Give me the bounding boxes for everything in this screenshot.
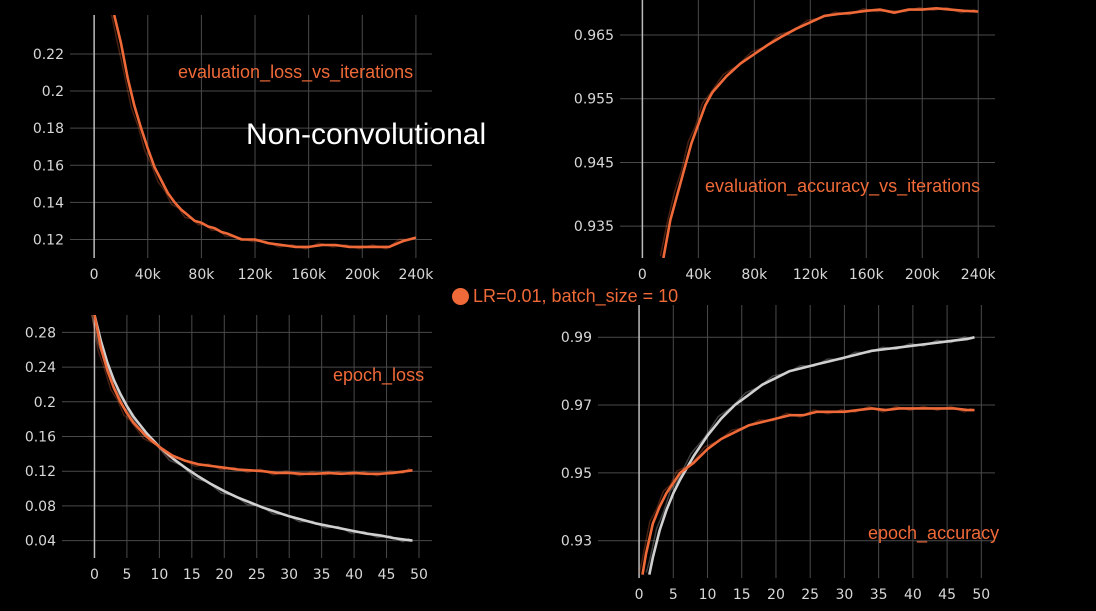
y-tick-label: 0.935 bbox=[574, 219, 614, 235]
x-tick-label: 10 bbox=[150, 567, 168, 583]
y-tick-label: 0.93 bbox=[561, 534, 592, 550]
y-tick-label: 0.24 bbox=[25, 360, 56, 376]
x-tick-label: 80k bbox=[741, 267, 768, 283]
x-tick-label: 40k bbox=[685, 267, 712, 283]
x-tick-label: 0 bbox=[638, 267, 647, 283]
chart-epoch_loss: 0 5 10 15 20 25 30 35 40 45 50 0.04 0.08 0.12 0.16 0.2 0… bbox=[25, 315, 432, 583]
x-tick-label: 35 bbox=[870, 587, 888, 603]
chart-eval_loss: 0 40k 80k 120k 160k 200k 240k 0.12 0.14 0.16 0.18 0… bbox=[33, 15, 434, 283]
series-orange-line bbox=[112, 15, 417, 249]
y-tick-label: 0.16 bbox=[25, 430, 56, 446]
chart-epoch_acc: 0 5 10 15 20 25 30 35 40 45 50 0.93 0.95 0.97 0.99 epoc… bbox=[561, 305, 999, 603]
y-tick-label: 0.16 bbox=[33, 158, 64, 174]
y-tick-label: 0.28 bbox=[25, 325, 56, 341]
series-orange-line bbox=[93, 315, 413, 476]
x-tick-label: 0 bbox=[90, 567, 99, 583]
x-tick-label: 240k bbox=[398, 267, 434, 283]
x-tick-label: 50 bbox=[410, 567, 428, 583]
x-tick-label: 45 bbox=[378, 567, 396, 583]
x-tick-label: 15 bbox=[183, 567, 201, 583]
x-tick-label: 0 bbox=[90, 267, 99, 283]
x-tick-label: 0 bbox=[635, 587, 644, 603]
y-tick-label: 0.08 bbox=[25, 499, 56, 515]
y-tick-label: 0.955 bbox=[574, 92, 614, 108]
y-tick-label: 0.12 bbox=[25, 464, 56, 480]
chart-title: evaluation_accuracy_vs_iterations bbox=[705, 176, 980, 197]
y-tick-label: 0.965 bbox=[574, 28, 614, 44]
y-tick-label: 0.2 bbox=[42, 84, 64, 100]
x-tick-label: 200k bbox=[345, 267, 381, 283]
legend: LR=0.01, batch_size = 10 bbox=[452, 286, 678, 307]
series-gray-line bbox=[648, 335, 975, 575]
x-tick-label: 200k bbox=[905, 267, 941, 283]
legend-dot-icon bbox=[452, 288, 469, 305]
series-orange-raw-line bbox=[659, 6, 976, 257]
y-tick-label: 0.95 bbox=[561, 466, 592, 482]
x-tick-label: 5 bbox=[669, 587, 678, 603]
x-tick-label: 40k bbox=[135, 267, 162, 283]
x-tick-label: 50 bbox=[972, 587, 990, 603]
x-tick-label: 120k bbox=[793, 267, 829, 283]
legend-label: LR=0.01, batch_size = 10 bbox=[473, 286, 679, 306]
series-orange-line bbox=[662, 7, 979, 258]
y-tick-label: 0.945 bbox=[574, 155, 614, 171]
x-tick-label: 160k bbox=[849, 267, 885, 283]
y-tick-label: 0.97 bbox=[561, 398, 592, 414]
y-tick-label: 0.99 bbox=[561, 330, 592, 346]
x-tick-label: 240k bbox=[961, 267, 997, 283]
series-gray-line bbox=[93, 315, 413, 542]
x-tick-label: 45 bbox=[938, 587, 956, 603]
y-tick-label: 0.22 bbox=[33, 47, 64, 63]
y-tick-label: 0.2 bbox=[34, 395, 56, 411]
chart-title: evaluation_loss_vs_iterations bbox=[178, 62, 413, 83]
x-tick-label: 40 bbox=[345, 567, 363, 583]
chart-title: epoch_loss bbox=[333, 365, 424, 386]
y-tick-label: 0.14 bbox=[33, 195, 64, 211]
x-tick-label: 25 bbox=[801, 587, 819, 603]
y-tick-label: 0.18 bbox=[33, 121, 64, 137]
x-tick-label: 5 bbox=[122, 567, 131, 583]
x-tick-label: 30 bbox=[280, 567, 298, 583]
x-tick-label: 10 bbox=[699, 587, 717, 603]
x-tick-label: 20 bbox=[215, 567, 233, 583]
series-orange-raw-line bbox=[91, 315, 410, 477]
x-tick-label: 20 bbox=[767, 587, 785, 603]
x-tick-label: 25 bbox=[248, 567, 266, 583]
x-tick-label: 30 bbox=[835, 587, 853, 603]
x-tick-label: 80k bbox=[188, 267, 215, 283]
x-tick-label: 160k bbox=[291, 267, 327, 283]
x-tick-label: 120k bbox=[238, 267, 274, 283]
series-orange-line bbox=[641, 407, 975, 575]
y-tick-label: 0.12 bbox=[33, 232, 64, 248]
series-orange-raw-line bbox=[638, 405, 972, 573]
page-heading: Non-convolutional bbox=[246, 118, 487, 151]
x-tick-label: 35 bbox=[313, 567, 331, 583]
x-tick-label: 40 bbox=[904, 587, 922, 603]
x-tick-label: 15 bbox=[733, 587, 751, 603]
chart-title: epoch_accuracy bbox=[868, 523, 999, 544]
y-tick-label: 0.04 bbox=[25, 534, 56, 550]
chart-eval_acc: 0 40k 80k 120k 160k 200k 240k 0.935 0.945 0.955 0.… bbox=[574, 0, 997, 283]
